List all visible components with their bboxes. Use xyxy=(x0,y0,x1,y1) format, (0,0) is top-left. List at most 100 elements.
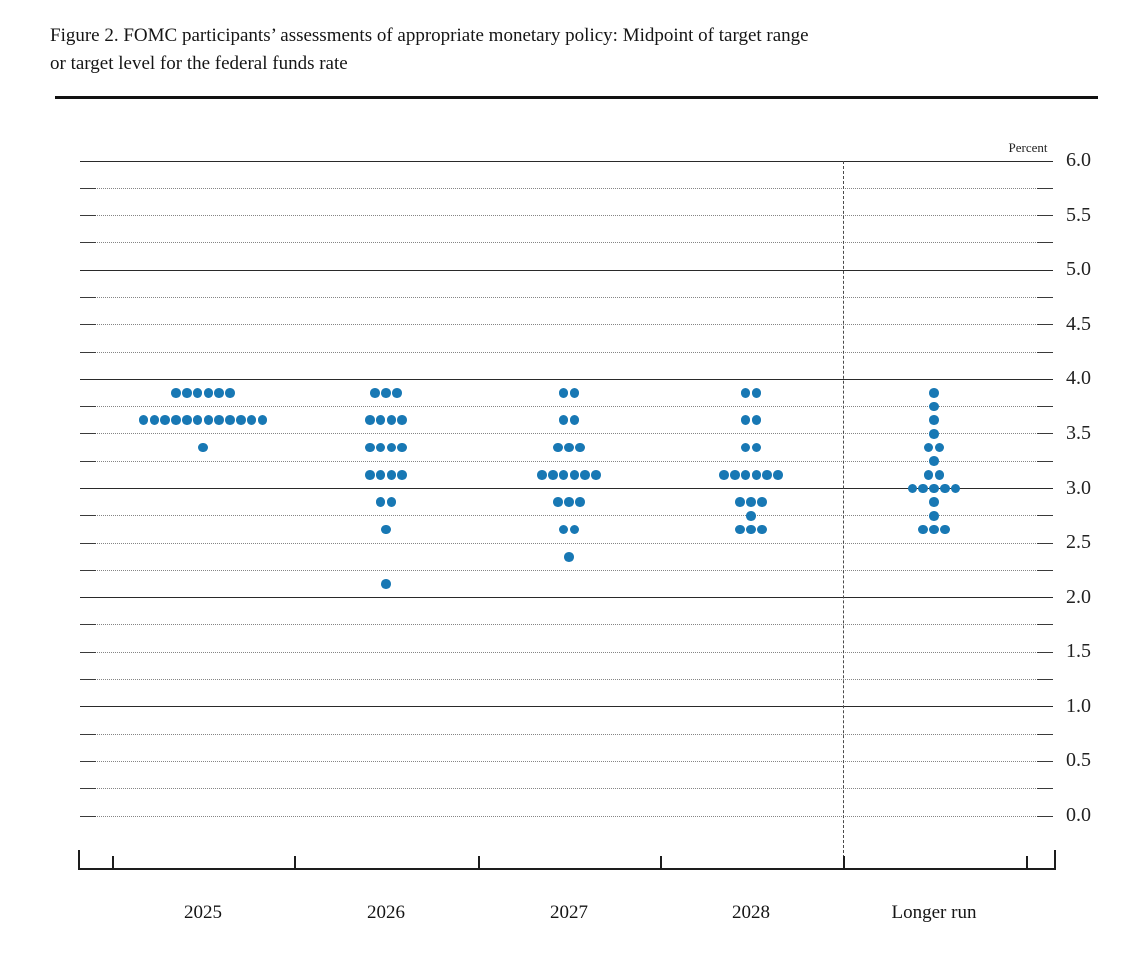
projection-dot-2028-3.125 xyxy=(762,470,772,480)
projection-dot-2028-2.625 xyxy=(746,524,756,535)
gridline-dotted-3.25 xyxy=(97,460,1036,462)
y-tick-dash-left xyxy=(80,351,96,353)
projection-dot-2027-3.625 xyxy=(569,415,580,426)
projection-dot-2027-2.875 xyxy=(553,497,563,507)
x-axis-tick xyxy=(843,856,845,868)
y-tick-dash-right xyxy=(1037,651,1053,653)
gridline-solid-1.0 xyxy=(80,706,1053,708)
y-axis-label-4.0: 4.0 xyxy=(1066,367,1091,390)
y-axis-label-5.0: 5.0 xyxy=(1066,258,1091,281)
projection-dot-longer-run-2.625 xyxy=(940,524,950,535)
projection-dot-2025-3.625 xyxy=(236,415,246,426)
y-axis-label-1.0: 1.0 xyxy=(1066,694,1091,717)
projection-dot-2025-3.625 xyxy=(160,415,170,426)
projection-dot-2025-3.625 xyxy=(257,415,268,426)
gridline-dotted-0.00 xyxy=(97,815,1036,817)
projection-dot-2028-3.125 xyxy=(751,470,762,480)
projection-dot-2027-3.875 xyxy=(558,388,569,398)
projection-dot-2026-3.375 xyxy=(365,442,375,453)
projection-dot-2027-2.375 xyxy=(564,551,574,562)
gridline-dotted-5.25 xyxy=(97,242,1036,244)
projection-dot-2028-3.875 xyxy=(740,388,751,398)
projection-dot-2028-2.625 xyxy=(757,524,767,535)
projection-dot-2026-3.125 xyxy=(397,470,407,480)
gridline-dotted-5.50 xyxy=(97,215,1036,217)
y-axis-label-2.5: 2.5 xyxy=(1066,531,1091,554)
projection-dot-2026-2.625 xyxy=(381,524,391,535)
projection-dot-2027-2.875 xyxy=(564,497,574,507)
projection-dot-2027-3.125 xyxy=(569,470,580,480)
x-axis-tick xyxy=(660,856,662,868)
projection-dot-2025-3.875 xyxy=(171,388,181,398)
projection-dot-longer-run-3.0 xyxy=(940,483,950,494)
x-axis-tick xyxy=(294,856,296,868)
projection-dot-longer-run-3.0 xyxy=(918,483,928,494)
gridline-solid-6.0 xyxy=(80,160,1053,163)
projection-dot-longer-run-3.625 xyxy=(929,415,939,426)
y-axis-label-3.5: 3.5 xyxy=(1066,421,1091,444)
projection-dot-2027-2.625 xyxy=(569,524,580,535)
y-tick-dash-right xyxy=(1037,542,1053,544)
projection-dot-2025-3.625 xyxy=(214,415,224,426)
projection-dot-2026-3.625 xyxy=(375,415,386,426)
projection-dot-2027-3.375 xyxy=(553,442,563,453)
projection-dot-2026-3.375 xyxy=(386,442,397,453)
x-axis-line xyxy=(78,868,1056,870)
gridline-dotted-1.50 xyxy=(97,651,1036,653)
gridline-dotted-4.50 xyxy=(97,324,1036,326)
longer-run-divider-dashed-line xyxy=(843,161,844,868)
y-tick-dash-right xyxy=(1037,187,1053,189)
projection-dot-longer-run-3.125 xyxy=(934,470,945,480)
gridline-dotted-5.75 xyxy=(97,187,1036,189)
y-tick-dash-left xyxy=(80,651,96,653)
projection-dot-longer-run-3.875 xyxy=(929,388,939,398)
y-tick-dash-right xyxy=(1037,760,1053,762)
y-tick-dash-right xyxy=(1037,406,1053,408)
projection-dot-2027-3.375 xyxy=(575,442,585,453)
y-tick-dash-right xyxy=(1037,460,1053,462)
projection-dot-2026-3.375 xyxy=(375,442,386,453)
y-tick-dash-left xyxy=(80,187,96,189)
y-tick-dash-left xyxy=(80,242,96,244)
projection-dot-2026-3.125 xyxy=(365,470,375,480)
y-tick-dash-left xyxy=(80,569,96,571)
projection-dot-2025-3.875 xyxy=(225,388,235,398)
y-axis-label-0.0: 0.0 xyxy=(1066,804,1091,826)
projection-dot-longer-run-3.5 xyxy=(929,429,939,439)
y-tick-dash-left xyxy=(80,815,96,817)
projection-dot-2028-2.875 xyxy=(757,497,767,507)
projection-dot-2026-3.875 xyxy=(370,388,380,398)
y-axis-unit-label: Percent xyxy=(1008,140,1048,155)
projection-dot-2027-3.875 xyxy=(569,388,580,398)
projection-dot-2025-3.375 xyxy=(198,442,208,453)
projection-dot-2026-2.875 xyxy=(386,497,397,507)
y-tick-dash-left xyxy=(80,433,96,435)
projection-dot-longer-run-3.0 xyxy=(907,483,918,494)
gridline-dotted-1.25 xyxy=(97,679,1036,681)
y-axis-label-4.5: 4.5 xyxy=(1066,312,1091,335)
y-axis-label-1.5: 1.5 xyxy=(1066,640,1091,663)
y-tick-dash-left xyxy=(80,788,96,790)
x-axis-label-2027: 2027 xyxy=(550,902,588,923)
y-tick-dash-left xyxy=(80,406,96,408)
x-axis-label-2026: 2026 xyxy=(367,902,405,923)
projection-dot-2028-3.125 xyxy=(730,470,740,480)
y-tick-dash-right xyxy=(1037,324,1053,326)
gridline-dotted-0.25 xyxy=(97,788,1036,790)
projection-dot-2027-3.625 xyxy=(558,415,569,426)
projection-dot-2026-2.875 xyxy=(375,497,386,507)
projection-dot-2026-3.625 xyxy=(386,415,397,426)
x-axis-corner-tick xyxy=(78,850,80,868)
x-axis-tick xyxy=(478,856,480,868)
y-tick-dash-left xyxy=(80,624,96,626)
y-axis-label-5.5: 5.5 xyxy=(1066,203,1091,226)
projection-dot-2028-2.625 xyxy=(735,524,745,535)
y-tick-dash-left xyxy=(80,324,96,326)
y-tick-dash-left xyxy=(80,515,96,517)
gridline-dotted-2.50 xyxy=(97,542,1036,544)
y-tick-dash-left xyxy=(80,679,96,681)
title-divider-rule xyxy=(55,96,1098,99)
projection-dot-2027-3.125 xyxy=(548,470,558,480)
y-tick-dash-left xyxy=(80,542,96,544)
y-tick-dash-right xyxy=(1037,679,1053,681)
